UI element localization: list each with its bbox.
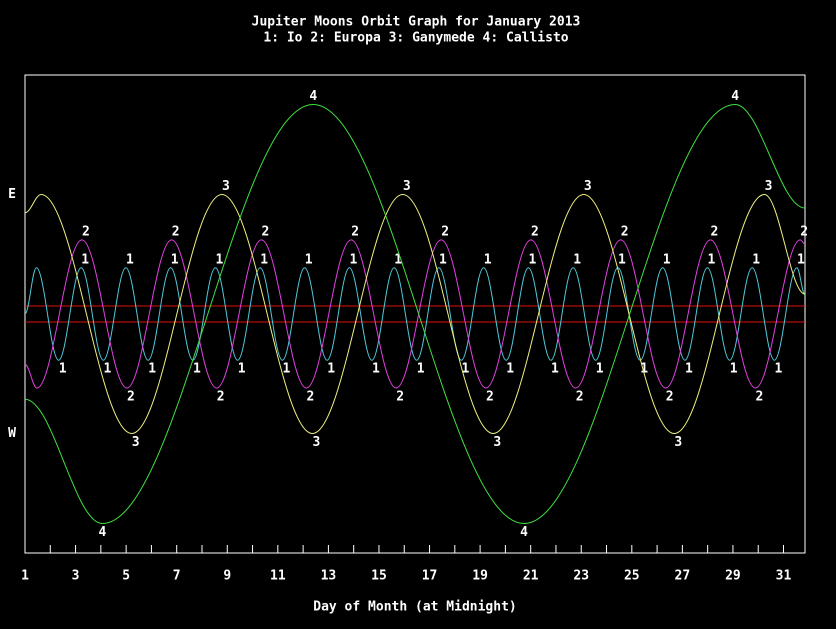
moon-label: 2	[82, 224, 90, 239]
moon-label: 1	[59, 362, 67, 377]
moon-label: 1	[394, 252, 402, 267]
moon-label: 4	[98, 525, 106, 540]
moon-label: 1	[126, 252, 134, 267]
chart-title: Jupiter Moons Orbit Graph for January 20…	[252, 15, 581, 30]
chart-subtitle: 1: Io 2: Europa 3: Ganymede 4: Callisto	[263, 31, 568, 46]
x-tick-label: 17	[422, 569, 438, 584]
moon-label: 1	[148, 362, 156, 377]
moon-label: 1	[305, 252, 313, 267]
moon-label: 3	[313, 435, 321, 450]
moon-label: 1	[372, 362, 380, 377]
moon-label: 1	[282, 362, 290, 377]
moon-label: 1	[238, 362, 246, 377]
x-tick-label: 5	[122, 569, 130, 584]
moon-label: 3	[674, 435, 682, 450]
x-tick-label: 15	[371, 569, 387, 584]
moon-label: 1	[349, 252, 357, 267]
moon-label: 2	[711, 224, 719, 239]
moon-label: 3	[222, 179, 230, 194]
moon-label: 1	[260, 252, 268, 267]
x-tick-label: 25	[624, 569, 640, 584]
moon-label: 1	[193, 362, 201, 377]
moon-label: 1	[417, 362, 425, 377]
orbit-curve	[24, 267, 806, 361]
moon-label: 1	[774, 362, 782, 377]
moon-label: 2	[486, 390, 494, 405]
orbit-curve	[24, 103, 806, 525]
moon-label: 2	[396, 390, 404, 405]
moon-label: 3	[584, 179, 592, 194]
moon-label: 2	[576, 390, 584, 405]
y-tick-label: W	[8, 426, 16, 441]
x-axis-label: Day of Month (at Midnight)	[313, 600, 517, 615]
moon-label: 3	[403, 179, 411, 194]
moon-label: 3	[493, 435, 501, 450]
moon-label: 2	[800, 224, 808, 239]
moon-label: 3	[132, 435, 140, 450]
moon-label: 1	[327, 362, 335, 377]
moon-label: 4	[731, 89, 739, 104]
moon-label: 1	[596, 362, 604, 377]
x-tick-label: 27	[675, 569, 691, 584]
moon-label: 2	[441, 224, 449, 239]
moon-label: 1	[685, 362, 693, 377]
moon-label: 1	[215, 252, 223, 267]
moon-label: 1	[618, 252, 626, 267]
moon-label: 4	[520, 525, 528, 540]
moon-label: 2	[621, 224, 629, 239]
moon-label: 1	[439, 252, 447, 267]
moon-label: 2	[351, 224, 359, 239]
moon-label: 1	[640, 362, 648, 377]
x-tick-label: 31	[776, 569, 792, 584]
moon-label: 1	[461, 362, 469, 377]
x-tick-label: 29	[725, 569, 741, 584]
moon-label: 1	[506, 362, 514, 377]
moon-label: 1	[171, 252, 179, 267]
moon-label: 1	[707, 252, 715, 267]
moon-label: 2	[666, 390, 674, 405]
x-tick-label: 19	[472, 569, 488, 584]
moon-label: 1	[81, 252, 89, 267]
moon-label: 2	[306, 390, 314, 405]
moon-label: 1	[103, 362, 111, 377]
moon-label: 2	[172, 224, 180, 239]
moon-label: 1	[484, 252, 492, 267]
moon-label: 1	[528, 252, 536, 267]
y-tick-label: E	[8, 187, 16, 202]
moon-label: 2	[756, 390, 764, 405]
x-tick-label: 9	[223, 569, 231, 584]
x-tick-label: 1	[21, 569, 29, 584]
moon-label: 1	[573, 252, 581, 267]
moon-label: 3	[765, 179, 773, 194]
moon-label: 2	[531, 224, 539, 239]
moon-label: 2	[261, 224, 269, 239]
moon-label: 4	[309, 89, 317, 104]
x-tick-label: 13	[321, 569, 337, 584]
moon-label: 2	[127, 390, 135, 405]
moon-label: 1	[730, 362, 738, 377]
x-tick-label: 11	[270, 569, 286, 584]
moon-label: 2	[217, 390, 225, 405]
x-tick-label: 21	[523, 569, 539, 584]
moon-label: 1	[752, 252, 760, 267]
moon-label: 1	[797, 252, 805, 267]
x-tick-label: 3	[72, 569, 80, 584]
orbit-curve	[24, 193, 806, 435]
x-tick-label: 7	[173, 569, 181, 584]
moon-label: 1	[663, 252, 671, 267]
x-tick-label: 23	[573, 569, 589, 584]
moon-label: 1	[551, 362, 559, 377]
